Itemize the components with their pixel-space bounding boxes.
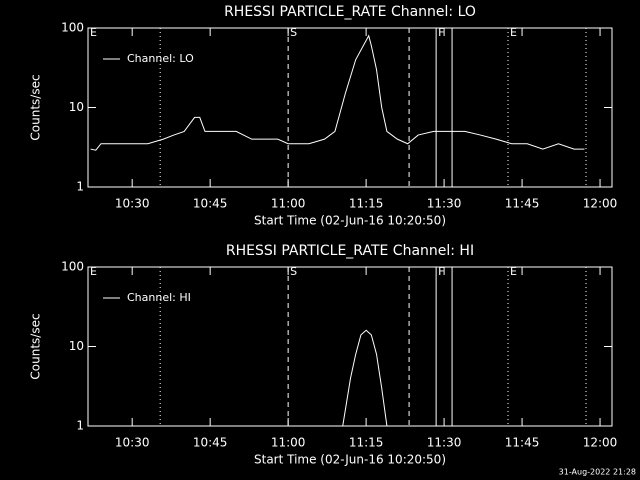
x-tick-label: 12:00: [583, 436, 618, 450]
x-tick-label: 10:45: [193, 197, 228, 211]
data-line: [90, 34, 585, 151]
x-tick-label: 11:45: [505, 436, 540, 450]
legend-label: Channel: LO: [127, 52, 194, 65]
chart-title: RHESSI PARTICLE_RATE Channel: LO: [224, 4, 476, 20]
x-tick-label: 11:30: [427, 197, 462, 211]
flag-label: F: [438, 26, 444, 39]
x-tick-label: 12:00: [583, 197, 618, 211]
chart-title: RHESSI PARTICLE_RATE Channel: HI: [226, 243, 474, 259]
legend-label: Channel: HI: [127, 291, 191, 304]
x-tick-label: 10:30: [115, 436, 150, 450]
flag-label: E: [510, 26, 517, 39]
y-tick-label: 1: [76, 419, 84, 433]
x-tick-label: 10:45: [193, 436, 228, 450]
flag-label: S: [290, 26, 297, 39]
flag-label: E: [90, 26, 97, 39]
x-tick-label: 11:00: [271, 197, 306, 211]
y-tick-label: 10: [69, 100, 84, 114]
x-axis-label: Start Time (02-Jun-16 10:20:50): [254, 214, 446, 228]
flag-label: E: [90, 265, 97, 278]
y-axis-label: Counts/sec: [29, 74, 43, 140]
y-axis-label: Counts/sec: [29, 313, 43, 379]
data-line: [342, 329, 388, 427]
x-tick-label: 11:00: [271, 436, 306, 450]
flag-label: F: [438, 265, 444, 278]
y-tick-label: 100: [61, 21, 84, 35]
y-tick-label: 1: [76, 180, 84, 194]
flag-label: E: [510, 265, 517, 278]
footer: 31-Aug-2022 21:28: [559, 468, 636, 477]
x-tick-label: 10:30: [115, 197, 150, 211]
y-tick-label: 10: [69, 339, 84, 353]
y-tick-label: 100: [61, 260, 84, 274]
x-tick-label: 11:15: [349, 197, 384, 211]
flag-label: S: [290, 265, 297, 278]
x-tick-label: 11:15: [349, 436, 384, 450]
x-tick-label: 11:30: [427, 436, 462, 450]
x-axis-label: Start Time (02-Jun-16 10:20:50): [254, 453, 446, 467]
x-tick-label: 11:45: [505, 197, 540, 211]
